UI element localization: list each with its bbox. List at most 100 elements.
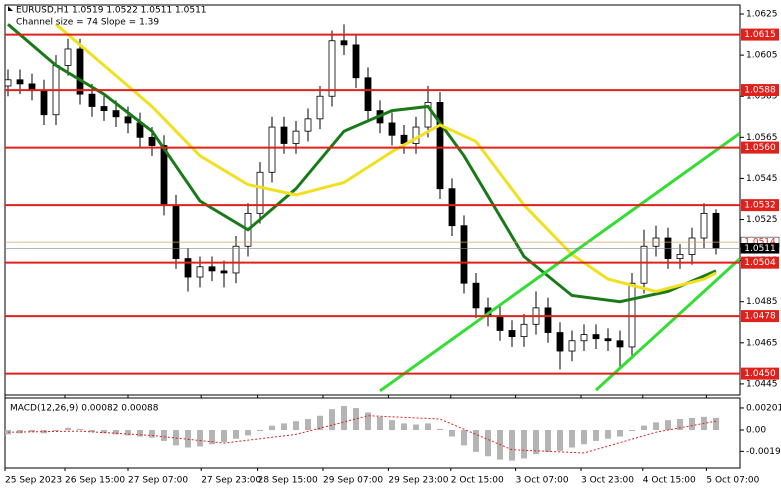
candle-body xyxy=(580,334,588,342)
candle-body xyxy=(184,258,192,278)
macd-bar xyxy=(185,429,191,448)
y-tick-label: 1.0605 xyxy=(746,51,778,61)
macd-bar xyxy=(341,405,347,430)
y-tick-label: 0.00201 xyxy=(746,403,781,413)
macd-bar xyxy=(125,429,131,436)
macd-bar xyxy=(269,425,275,430)
macd-bar xyxy=(485,429,491,457)
candle-body xyxy=(556,332,564,352)
macd-bar xyxy=(629,429,635,432)
macd-bar xyxy=(653,422,659,430)
macd-bar xyxy=(257,429,263,432)
macd-bar xyxy=(137,429,143,437)
macd-bar xyxy=(305,419,311,430)
candle-body xyxy=(616,340,624,348)
macd-bar xyxy=(449,429,455,437)
macd-bar xyxy=(197,429,203,447)
candle-body xyxy=(148,136,156,146)
macd-bar xyxy=(389,420,395,430)
candle-body xyxy=(5,79,12,87)
x-tick-label: 25 Sep 2023 xyxy=(5,476,62,486)
candle-body xyxy=(544,307,552,333)
macd-bar xyxy=(401,423,407,430)
macd-bar xyxy=(377,416,383,430)
candle-body xyxy=(220,270,228,274)
chart-subtitle: Channel size = 74 Slope = 1.39 xyxy=(16,18,159,28)
macd-bar xyxy=(533,429,539,455)
candle-body xyxy=(232,245,240,274)
y-tick-label: 1.0585 xyxy=(746,92,778,102)
macd-bar xyxy=(593,429,599,441)
macd-bar xyxy=(329,409,335,430)
candle-body xyxy=(172,204,180,259)
macd-bar xyxy=(581,429,587,445)
x-tick-label: 4 Oct 15:00 xyxy=(643,476,696,486)
y-tick-label: 1.0545 xyxy=(746,174,778,184)
x-tick-label: 29 Sep 23:00 xyxy=(388,476,448,486)
macd-bar xyxy=(161,429,167,441)
candle-body xyxy=(88,93,96,107)
macd-bar xyxy=(461,429,467,446)
plot-area xyxy=(5,405,719,461)
x-tick-label: 3 Oct 07:00 xyxy=(516,476,569,486)
candle-body xyxy=(328,40,336,97)
level-label: 1.0560 xyxy=(744,143,776,153)
candle-body xyxy=(316,95,324,120)
level-label-box xyxy=(741,141,779,154)
macd-bar xyxy=(617,429,623,437)
candle-body xyxy=(700,212,708,239)
y-tick-label: 1.0625 xyxy=(746,10,778,20)
indicator-line xyxy=(7,23,717,304)
candle-body xyxy=(436,101,444,190)
macd-bar xyxy=(149,429,155,438)
price-label-box xyxy=(740,243,780,254)
level-label: 1.0504 xyxy=(744,258,776,268)
macd-bar xyxy=(473,429,479,452)
level-label-box xyxy=(741,367,779,380)
candle-body xyxy=(712,212,720,249)
level-label: 1.0532 xyxy=(744,201,776,211)
candle-body xyxy=(340,40,348,46)
macd-bar xyxy=(641,425,647,430)
main-panel xyxy=(4,4,741,396)
candle-body xyxy=(160,145,168,206)
candle-body xyxy=(292,130,300,144)
symbol-icon xyxy=(8,6,13,11)
macd-bar xyxy=(29,429,35,433)
x-tick-label: 2 Oct 15:00 xyxy=(451,476,504,486)
candle-body xyxy=(604,338,612,342)
y-tick-label: 1.0445 xyxy=(746,379,778,389)
macd-bar xyxy=(281,423,287,430)
x-tick-label: 28 Sep 15:00 xyxy=(258,476,318,486)
indicator-line xyxy=(594,257,740,392)
macd-bar xyxy=(53,429,59,432)
macd-bar xyxy=(605,429,611,439)
candle-body xyxy=(472,282,480,309)
candle-body xyxy=(460,225,468,284)
candle-body xyxy=(208,266,216,272)
level-label: 1.0450 xyxy=(744,369,776,379)
y-tick-label: 1.0465 xyxy=(746,338,778,348)
candle-body xyxy=(688,237,696,255)
candle-body xyxy=(496,315,504,331)
candle-body xyxy=(424,101,432,128)
macd-bar xyxy=(353,408,359,430)
macd-bar xyxy=(113,429,119,435)
level-label: 1.0615 xyxy=(744,30,776,40)
candle-body xyxy=(64,48,72,66)
candle-body xyxy=(268,126,276,173)
level-label-box xyxy=(741,84,779,97)
x-tick-label: 27 Sep 23:00 xyxy=(201,476,261,486)
y-tick-label: 1.0485 xyxy=(746,297,778,307)
level-label-box xyxy=(741,310,779,323)
macd-bar xyxy=(545,429,551,452)
candle-body xyxy=(676,254,684,259)
x-tick-label: 5 Oct 07:00 xyxy=(706,476,759,486)
macd-bar xyxy=(101,429,107,434)
candle-body xyxy=(448,188,456,227)
macd-bar xyxy=(689,417,695,430)
x-tick-label: 26 Sep 15:00 xyxy=(65,476,125,486)
x-tick-label: 27 Sep 07:00 xyxy=(128,476,188,486)
